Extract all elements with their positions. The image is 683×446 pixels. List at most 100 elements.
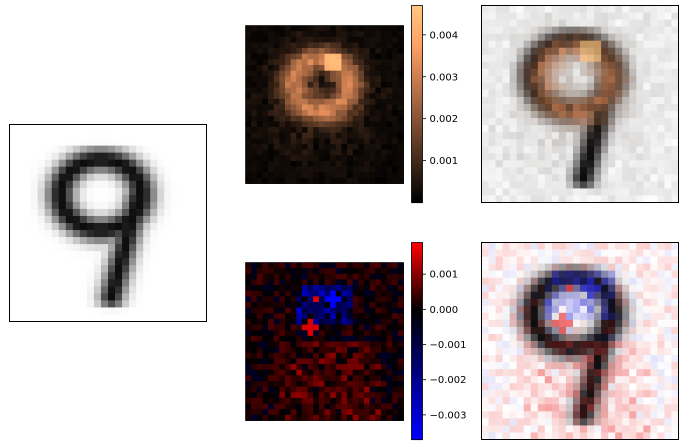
input-digit-cell xyxy=(44,272,53,280)
saliency-signed-cell xyxy=(347,381,354,388)
overlay-positive-cell xyxy=(615,132,623,140)
positive-colorbar-band xyxy=(411,155,423,159)
saliency-signed-cell xyxy=(290,335,297,342)
saliency-positive-cell xyxy=(358,53,365,60)
saliency-signed-cell xyxy=(251,397,258,404)
saliency-signed-cell xyxy=(335,347,342,354)
saliency-signed-cell xyxy=(380,403,387,410)
overlay-signed-cell xyxy=(615,404,623,412)
overlay-positive-cell xyxy=(664,68,672,77)
saliency-signed-cell xyxy=(290,324,297,331)
overlay-positive-cell xyxy=(650,181,658,189)
overlay-signed-cell xyxy=(551,312,560,321)
input-digit-cell xyxy=(58,223,67,231)
overlay-positive-cell xyxy=(664,40,672,49)
overlay-signed-cell xyxy=(537,425,546,433)
saliency-positive-cell xyxy=(392,93,399,100)
overlay-signed-cell xyxy=(537,277,546,286)
saliency-signed-cell xyxy=(364,296,371,303)
overlay-signed-cell xyxy=(622,341,630,349)
input-digit-cell xyxy=(93,314,102,322)
overlay-positive-cell xyxy=(481,167,489,175)
overlay-positive-cell xyxy=(502,54,511,63)
overlay-signed-cell xyxy=(594,312,602,321)
overlay-signed-cell xyxy=(495,242,504,250)
overlay-positive-cell xyxy=(650,47,658,56)
saliency-positive-cell xyxy=(392,70,399,77)
overlay-signed-cell xyxy=(615,341,623,349)
overlay-signed-cell xyxy=(572,383,581,391)
input-digit-cell xyxy=(164,286,172,294)
overlay-signed-cell xyxy=(516,390,525,398)
overlay-positive-cell xyxy=(615,96,623,105)
positive-colorbar-tick-label: 0.004 xyxy=(430,30,459,41)
saliency-signed-cell xyxy=(290,364,297,371)
overlay-positive-cell xyxy=(608,61,616,70)
input-digit-cell xyxy=(37,230,46,238)
saliency-positive-cell xyxy=(318,42,325,49)
saliency-positive-cell xyxy=(285,48,292,55)
saliency-positive-cell xyxy=(358,98,365,105)
positive-colorbar-band xyxy=(411,30,423,34)
saliency-signed-cell xyxy=(318,262,325,269)
overlay-positive-cell xyxy=(580,132,588,140)
input-digit-cell xyxy=(51,286,60,294)
saliency-signed-cell xyxy=(380,318,387,325)
overlay-positive-cell xyxy=(594,118,602,126)
overlay-signed-cell xyxy=(530,263,539,272)
overlay-signed-cell xyxy=(615,298,623,307)
input-digit-cell xyxy=(115,230,123,238)
input-digit-cell xyxy=(178,279,186,287)
overlay-signed-cell xyxy=(558,432,567,440)
overlay-signed-cell xyxy=(572,355,581,363)
positive-colorbar-band xyxy=(411,123,423,127)
overlay-positive-cell xyxy=(629,19,637,28)
saliency-signed-cell xyxy=(301,285,308,292)
saliency-signed-cell xyxy=(268,341,275,348)
saliency-positive-cell xyxy=(397,104,404,111)
overlay-signed-cell xyxy=(594,390,602,398)
input-digit-cell xyxy=(30,286,39,294)
overlay-signed-cell xyxy=(565,390,574,398)
saliency-positive-cell xyxy=(386,81,393,88)
saliency-signed-cell xyxy=(369,324,376,331)
positive-colorbar-band xyxy=(411,160,423,164)
overlay-signed-cell xyxy=(671,369,679,377)
saliency-signed-cell xyxy=(369,273,376,280)
saliency-signed-cell xyxy=(324,302,331,309)
input-digit-cell xyxy=(65,215,74,224)
input-digit-cell xyxy=(93,244,102,252)
overlay-positive-cell xyxy=(671,5,679,13)
input-digit-cell xyxy=(9,300,17,308)
saliency-signed-cell xyxy=(268,313,275,320)
overlay-signed-cell xyxy=(657,284,665,293)
saliency-positive-cell xyxy=(318,53,325,60)
overlay-positive-cell xyxy=(495,61,504,70)
signed-colorbar-tick-label: 0.000 xyxy=(430,305,459,316)
input-digit-cell xyxy=(44,145,53,154)
overlay-signed-cell xyxy=(551,432,560,440)
overlay-signed-cell xyxy=(671,242,679,250)
overlay-positive-cell xyxy=(502,19,511,28)
saliency-positive-cell xyxy=(392,160,399,167)
overlay-signed-cell xyxy=(587,425,595,433)
overlay-signed-cell xyxy=(587,348,595,356)
overlay-positive-cell xyxy=(572,118,581,126)
saliency-positive-cell xyxy=(313,149,320,156)
overlay-positive-cell xyxy=(587,82,595,91)
saliency-signed-cell xyxy=(285,290,292,297)
overlay-signed-cell xyxy=(615,355,623,363)
overlay-signed-cell xyxy=(636,270,644,279)
saliency-positive-cell xyxy=(375,138,382,145)
input-digit-cell xyxy=(72,173,81,182)
positive-colorbar-band xyxy=(411,17,423,21)
overlay-positive-cell xyxy=(558,5,567,13)
overlay-signed-cell xyxy=(601,326,609,335)
overlay-positive-cell xyxy=(544,54,553,63)
overlay-positive-cell xyxy=(488,82,496,91)
overlay-signed-cell xyxy=(551,263,560,272)
saliency-positive-cell xyxy=(251,70,258,77)
saliency-positive-cell xyxy=(369,115,376,122)
overlay-positive-cell xyxy=(622,68,630,77)
input-digit-cell xyxy=(157,173,165,182)
